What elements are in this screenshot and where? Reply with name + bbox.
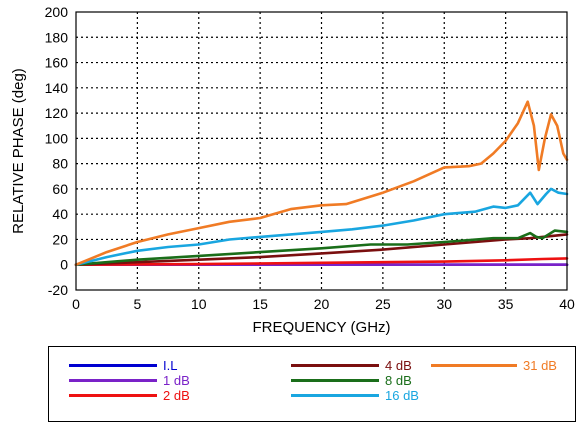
legend-swatch bbox=[69, 379, 157, 382]
y-tick-label: 180 bbox=[45, 29, 69, 45]
series-line-31-db bbox=[74, 100, 569, 266]
y-tick-label: 100 bbox=[45, 130, 69, 146]
legend-label: 16 dB bbox=[385, 388, 419, 403]
y-tick-label: 80 bbox=[52, 156, 68, 172]
series-line-4-db bbox=[74, 233, 569, 266]
legend-label: 1 dB bbox=[163, 373, 190, 388]
x-tick-label: 25 bbox=[375, 296, 391, 312]
y-tick-label: 60 bbox=[52, 181, 68, 197]
x-tick-label: 35 bbox=[498, 296, 514, 312]
x-tick-label: 10 bbox=[191, 296, 207, 312]
series-line-8-db bbox=[74, 229, 569, 266]
y-tick-label: -20 bbox=[48, 282, 68, 298]
y-tick-label: 140 bbox=[45, 80, 69, 96]
legend-swatch bbox=[431, 364, 517, 367]
x-tick-label: 15 bbox=[252, 296, 268, 312]
x-tick-label: 30 bbox=[436, 296, 452, 312]
legend-label: 8 dB bbox=[385, 373, 412, 388]
legend-swatch bbox=[291, 364, 379, 367]
series-line-16-db bbox=[74, 187, 569, 266]
legend-swatch bbox=[69, 394, 157, 397]
x-tick-label: 20 bbox=[314, 296, 330, 312]
legend: I.L 1 dB 2 dB 4 dB 8 dB 16 dB 31 dB bbox=[48, 346, 576, 422]
legend-swatch bbox=[69, 364, 157, 367]
series-lines bbox=[74, 100, 569, 266]
plot-frame bbox=[75, 11, 568, 291]
legend-label: 2 dB bbox=[163, 388, 190, 403]
x-axis-label: FREQUENCY (GHz) bbox=[252, 319, 390, 336]
tick-labels: 0 5 10 15 20 25 30 35 40-20020406080100120140160… bbox=[45, 4, 575, 312]
y-tick-label: 200 bbox=[45, 4, 69, 20]
x-tick-label: 40 bbox=[559, 296, 575, 312]
legend-swatch bbox=[291, 394, 379, 397]
y-tick-label: 120 bbox=[45, 105, 69, 121]
legend-label: I.L bbox=[163, 358, 178, 373]
line-chart: 0 5 10 15 20 25 30 35 40-20020406080100120140160… bbox=[10, 4, 575, 336]
y-axis-label: RELATIVE PHASE (deg) bbox=[10, 68, 27, 234]
y-tick-label: 20 bbox=[52, 231, 68, 247]
y-tick-label: 40 bbox=[52, 206, 68, 222]
y-tick-label: 0 bbox=[60, 257, 68, 273]
x-tick-label: 5 bbox=[133, 296, 141, 312]
y-tick-label: 160 bbox=[45, 55, 69, 71]
legend-label: 4 dB bbox=[385, 358, 412, 373]
series-line-2-db bbox=[74, 257, 569, 266]
x-tick-label: 0 bbox=[72, 296, 80, 312]
legend-swatch bbox=[291, 379, 379, 382]
legend-label: 31 dB bbox=[523, 358, 557, 373]
